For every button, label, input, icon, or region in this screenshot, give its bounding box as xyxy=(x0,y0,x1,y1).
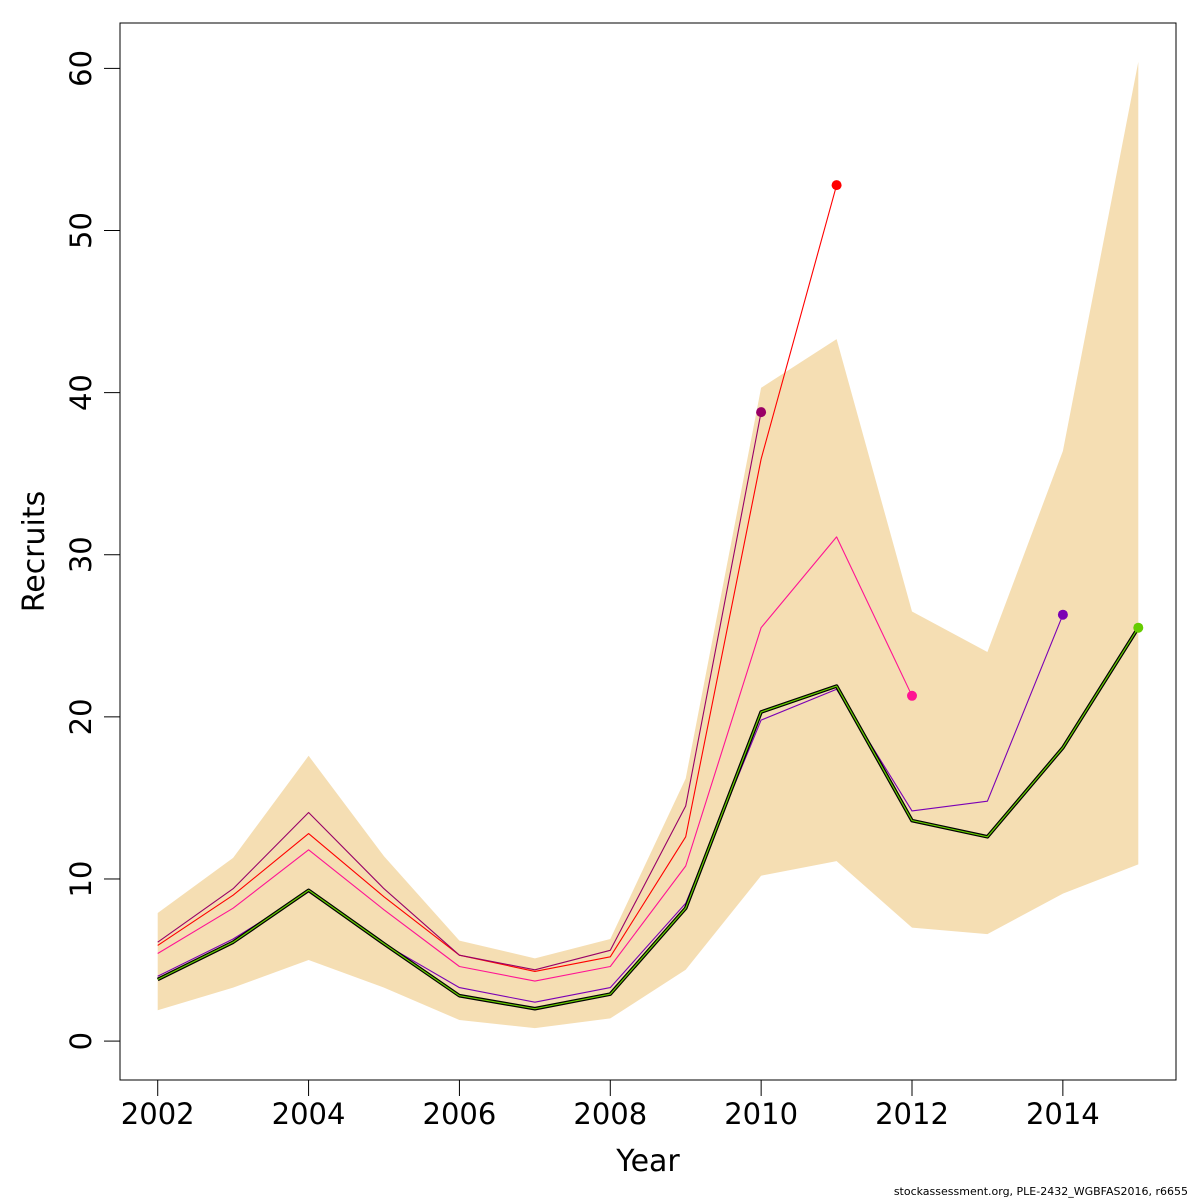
x-tick-label: 2014 xyxy=(1026,1097,1100,1131)
series-endpoint-4 xyxy=(1057,609,1068,620)
confidence-band xyxy=(157,61,1139,1029)
series-line-6 xyxy=(157,627,1139,1010)
y-tick-label: 50 xyxy=(64,212,98,249)
x-tick-label: 2006 xyxy=(423,1097,497,1131)
series-line-1 xyxy=(157,184,838,972)
x-tick-label: 2004 xyxy=(272,1097,346,1131)
y-tick-label: 0 xyxy=(64,1032,98,1050)
y-tick-label: 60 xyxy=(64,50,98,87)
y-tick-label: 20 xyxy=(64,698,98,735)
x-tick-label: 2002 xyxy=(121,1097,195,1131)
series-line-3 xyxy=(157,536,913,982)
series-line-2 xyxy=(157,411,762,971)
x-axis: 2002 2004 2006 2008 2010 2012 2014 xyxy=(121,1079,1100,1131)
series-endpoint-2 xyxy=(756,407,767,418)
x-tick-label: 2008 xyxy=(573,1097,647,1131)
y-tick-label: 10 xyxy=(64,861,98,898)
x-tick-label: 2012 xyxy=(875,1097,949,1131)
series-lines xyxy=(156,184,1140,1011)
x-tick-label: 2010 xyxy=(724,1097,798,1131)
footer-note: stockassessment.org, PLE-2432_WGBFAS2016… xyxy=(893,1185,1188,1198)
confidence-band-area xyxy=(157,61,1139,1029)
x-axis-title: Year xyxy=(615,1144,680,1179)
series-endpoints xyxy=(756,180,1144,701)
y-axis: 0 10 20 30 40 50 60 xyxy=(64,50,121,1050)
series-endpoint-6 xyxy=(1133,622,1144,633)
y-tick-label: 30 xyxy=(64,536,98,573)
y-axis-title: Recruits xyxy=(17,491,52,613)
series-endpoint-1 xyxy=(831,180,842,191)
y-tick-label: 40 xyxy=(64,374,98,411)
series-endpoint-3 xyxy=(907,690,917,701)
